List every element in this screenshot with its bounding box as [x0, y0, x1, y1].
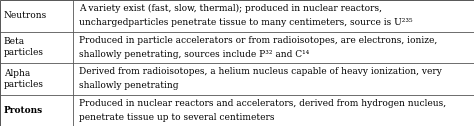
Text: Produced in particle accelerators or from radioisotopes, are electrons, ionize,: Produced in particle accelerators or fro… [79, 36, 438, 44]
Text: A variety exist (fast, slow, thermal); produced in nuclear reactors,: A variety exist (fast, slow, thermal); p… [79, 4, 382, 13]
Text: unchargedparticles penetrate tissue to many centimeters, source is U²³⁵: unchargedparticles penetrate tissue to m… [79, 19, 413, 27]
Text: Produced in nuclear reactors and accelerators, derived from hydrogen nucleus,: Produced in nuclear reactors and acceler… [79, 99, 447, 107]
Text: Beta
particles: Beta particles [4, 37, 44, 57]
Text: Alpha
particles: Alpha particles [4, 69, 44, 89]
Text: Protons: Protons [4, 106, 43, 115]
Text: Derived from radioisotopes, a helium nucleus capable of heavy ionization, very: Derived from radioisotopes, a helium nuc… [79, 67, 442, 76]
Text: shallowly penetrating: shallowly penetrating [79, 82, 179, 90]
Text: Neutrons: Neutrons [4, 11, 47, 20]
Text: shallowly penetrating, sources include P³² and C¹⁴: shallowly penetrating, sources include P… [79, 50, 310, 59]
Text: penetrate tissue up to several centimeters: penetrate tissue up to several centimete… [79, 113, 274, 122]
